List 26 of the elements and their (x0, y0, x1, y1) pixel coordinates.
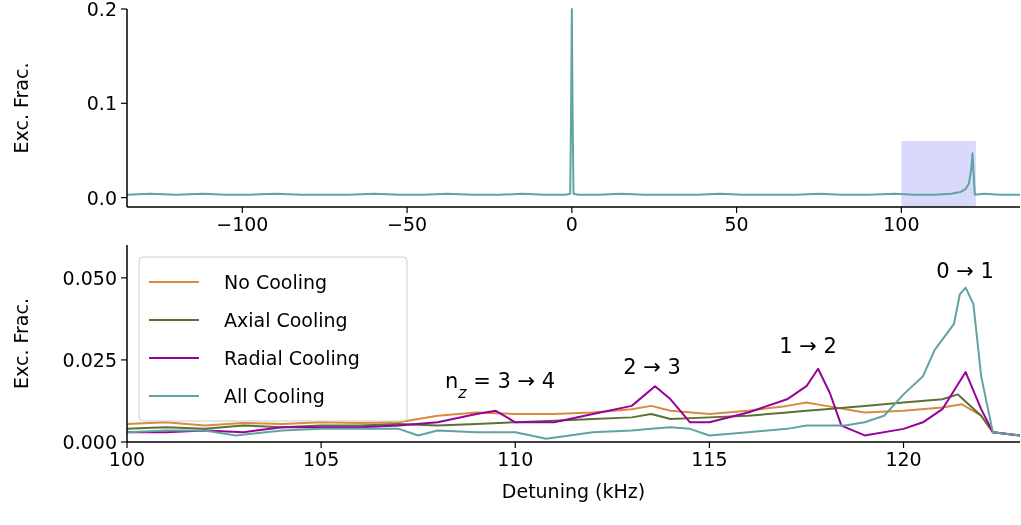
annotation: 0 → 1 (936, 259, 994, 283)
line-series (127, 8, 1020, 196)
annotation: 1 → 2 (779, 334, 837, 358)
x-tick-label: 100 (883, 213, 920, 235)
x-tick-label: 110 (497, 448, 534, 470)
legend-label: All Cooling (224, 385, 325, 407)
y-tick-label: 0.025 (62, 348, 117, 371)
x-tick-label: 0 (565, 213, 578, 235)
y-tick-label: 0.2 (86, 0, 117, 20)
x-tick-label: 115 (691, 448, 728, 470)
x-tick-label: −50 (387, 213, 428, 235)
x-tick-label: −100 (216, 213, 269, 235)
y-tick-label: 0.050 (62, 266, 117, 289)
y-axis-title: Exc. Frac. (10, 62, 32, 154)
annotation: n$_{z}$ = 3 → 4 (444, 369, 556, 402)
x-tick-label: 120 (885, 448, 922, 470)
y-axis-title: Exc. Frac. (10, 298, 32, 389)
x-tick-label: 50 (724, 213, 749, 235)
legend-label: Radial Cooling (224, 347, 360, 369)
annotation: 2 → 3 (623, 355, 681, 379)
x-tick-label: 105 (303, 448, 340, 470)
y-tick-label: 0.0 (86, 186, 117, 209)
x-axis-title: Detuning (kHz) (501, 480, 646, 502)
y-tick-label: 0.1 (86, 92, 117, 115)
legend-label: No Cooling (224, 271, 328, 293)
legend-label: Axial Cooling (224, 309, 348, 331)
